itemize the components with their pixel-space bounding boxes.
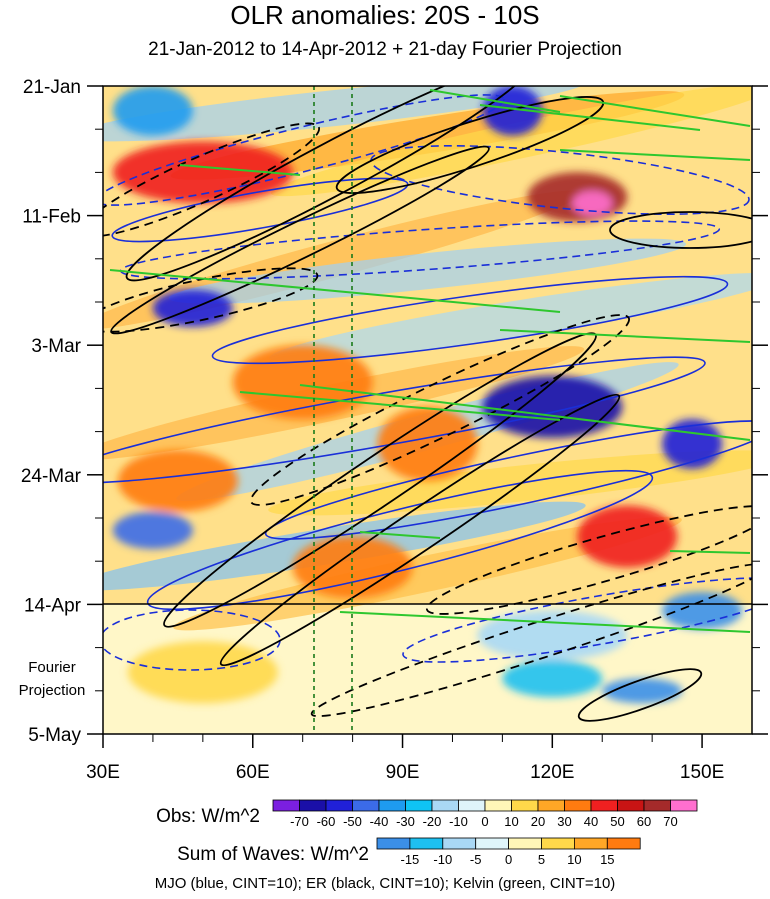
waves-colorbar-level: 15 (600, 852, 614, 867)
field-feature (482, 375, 623, 438)
waves-colorbar-level: 5 (538, 852, 545, 867)
obs-colorbar-swatch (484, 799, 512, 812)
chart-title: OLR anomalies: 20S - 10S (230, 0, 540, 30)
field-band (173, 516, 682, 631)
obs-colorbar-label: Obs: W/m^2 (156, 806, 260, 827)
obs-colorbar-level: 10 (504, 814, 518, 829)
field-feature (602, 678, 683, 704)
y-tick-label: 14-Apr (24, 595, 82, 616)
field-feature (662, 591, 743, 630)
waves-colorbar-level: -10 (433, 852, 452, 867)
forecast-label: Fourier (28, 659, 76, 676)
obs-colorbar-swatch (564, 799, 592, 812)
obs-colorbar-swatch (458, 799, 486, 812)
field-band (269, 272, 752, 362)
waves-colorbar-level: -5 (470, 852, 482, 867)
obs-colorbar-swatch (590, 799, 618, 812)
obs-colorbar-level: -50 (343, 814, 362, 829)
x-tick-label: 120E (530, 762, 574, 783)
obs-colorbar-swatch (325, 799, 353, 812)
waves-colorbar-swatch (606, 837, 641, 850)
obs-colorbar-swatch (378, 799, 406, 812)
wave-caption: MJO (blue, CINT=10); ER (black, CINT=10)… (154, 875, 616, 892)
obs-colorbar-level: 30 (557, 814, 571, 829)
field-feature (127, 641, 278, 704)
field-feature (112, 511, 193, 549)
obs-colorbar-level: 0 (481, 814, 488, 829)
obs-colorbar-level: -40 (370, 814, 389, 829)
kelvin-contours (109, 89, 751, 633)
field-feature (577, 505, 678, 568)
waves-colorbar-level: -15 (401, 852, 420, 867)
y-tick-label: 21-Jan (23, 77, 81, 98)
waves-colorbar-label: Sum of Waves: W/m^2 (177, 844, 369, 865)
waves-colorbar-level: 10 (567, 852, 581, 867)
waves-colorbar-swatch (508, 837, 542, 850)
x-tick-label: 60E (236, 762, 270, 783)
chart-subtitle: 21-Jan-2012 to 14-Apr-2012 + 21-day Four… (148, 39, 622, 60)
obs-colorbar-swatch (299, 799, 327, 812)
x-tick-label: 90E (386, 762, 420, 783)
obs-colorbar-level: 70 (663, 814, 677, 829)
obs-colorbar-swatch (643, 799, 671, 812)
obs-colorbar-level: -70 (290, 814, 309, 829)
x-tick-label: 150E (680, 762, 724, 783)
colorbars: Obs: W/m^2 -70 -60 -50 -40 -30 -20 -10 0 10 20 30 40… (156, 799, 698, 867)
obs-colorbar-swatch (511, 799, 539, 812)
x-tick-label: 30E (86, 762, 120, 783)
obs-colorbar-level: 40 (584, 814, 598, 829)
field-feature (117, 449, 238, 512)
obs-colorbar-level: -60 (317, 814, 336, 829)
field-feature (112, 86, 193, 136)
mjo-contours (103, 94, 752, 671)
waves-colorbar-swatch (541, 837, 575, 850)
waves-colorbar-swatch (376, 837, 411, 850)
obs-colorbar-swatch (272, 799, 300, 812)
waves-colorbar-swatch (475, 837, 510, 850)
field-feature (477, 610, 628, 661)
obs-colorbar-swatch (670, 799, 698, 812)
obs-colorbar-level: 50 (610, 814, 624, 829)
y-tick-label: 24-Mar (21, 466, 82, 487)
obs-colorbar-level: -30 (396, 814, 415, 829)
forecast-label: Projection (19, 682, 86, 699)
obs-colorbar-swatch (617, 799, 645, 812)
obs-colorbar-level: -10 (449, 814, 468, 829)
obs-colorbar-swatch (537, 799, 565, 812)
obs-colorbar-swatch (431, 799, 459, 812)
field-band (268, 450, 752, 516)
waves-colorbar-swatch (409, 837, 444, 850)
er-contours (103, 86, 752, 722)
obs-colorbar-level: 60 (637, 814, 651, 829)
wave-contours (103, 86, 752, 722)
y-tick-label: 3-Mar (31, 336, 81, 357)
waves-colorbar-swatch (442, 837, 477, 850)
obs-colorbar-swatch (405, 799, 433, 812)
y-tick-label: 11-Feb (22, 207, 81, 228)
obs-colorbar-level: 20 (531, 814, 545, 829)
plot-frame (102, 85, 753, 735)
field-feature (502, 659, 603, 698)
waves-colorbar-swatch (574, 837, 608, 850)
field-band (103, 86, 587, 142)
y-tick-label: 5-May (28, 725, 81, 746)
obs-colorbar-level: -20 (423, 814, 442, 829)
waves-colorbar-level: 0 (505, 852, 512, 867)
field-features (112, 86, 743, 704)
field-feature (112, 141, 293, 204)
obs-colorbar-swatch (352, 799, 380, 812)
